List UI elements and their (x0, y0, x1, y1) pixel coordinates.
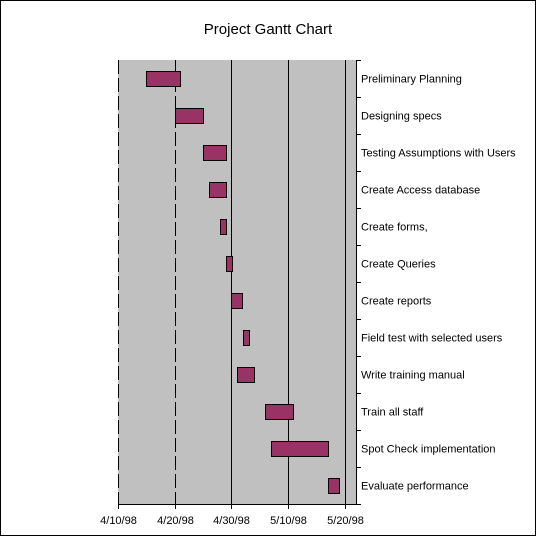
task-label-11: Evaluate performance (361, 481, 469, 493)
task-label-2: Testing Assumptions with Users (361, 148, 516, 160)
gantt-bar-0 (146, 71, 181, 87)
date-tick-label-3: 5/10/98 (270, 515, 307, 527)
task-label-8: Write training manual (361, 370, 465, 382)
task-label-3: Create Access database (361, 185, 480, 197)
date-tick-label-4: 5/20/98 (327, 515, 364, 527)
task-label-0: Preliminary Planning (361, 74, 462, 86)
gantt-bar-8 (237, 367, 255, 383)
gantt-bar-10 (271, 441, 329, 457)
gantt-bar-2 (203, 145, 227, 161)
task-label-4: Create forms, (361, 222, 428, 234)
gantt-bar-7 (243, 330, 250, 346)
task-label-7: Field test with selected users (361, 333, 503, 345)
task-label-1: Designing specs (361, 111, 442, 123)
task-label-10: Spot Check implementation (361, 444, 496, 456)
task-label-5: Create Queries (361, 259, 436, 271)
gantt-bar-3 (209, 182, 227, 198)
gantt-bar-5 (226, 256, 233, 272)
gantt-bar-9 (265, 404, 294, 420)
gantt-bar-1 (175, 108, 204, 124)
task-label-9: Train all staff (361, 407, 424, 419)
date-tick-label-2: 4/30/98 (213, 515, 250, 527)
chart-title: Project Gantt Chart (204, 21, 333, 38)
plot-area (118, 60, 356, 504)
gantt-bar-11 (328, 478, 340, 494)
date-tick-label-1: 4/20/98 (157, 515, 194, 527)
task-label-6: Create reports (361, 296, 432, 308)
date-tick-label-0: 4/10/98 (100, 515, 137, 527)
gantt-bar-6 (231, 293, 243, 309)
gantt-bar-4 (220, 219, 227, 235)
